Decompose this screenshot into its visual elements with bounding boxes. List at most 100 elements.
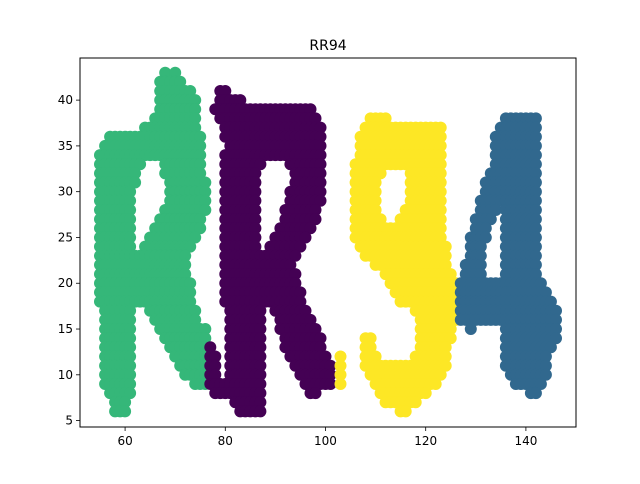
scatter-point	[254, 304, 267, 317]
scatter-point	[204, 341, 217, 354]
y-tick-label: 15	[58, 322, 73, 336]
scatter-point	[529, 149, 542, 162]
scatter-point	[464, 323, 477, 335]
scatter-point	[434, 149, 447, 162]
scatter-point	[249, 231, 262, 244]
scatter-point	[254, 341, 267, 354]
scatter-point	[434, 130, 447, 143]
scatter-point	[314, 167, 327, 180]
scatter-point	[419, 387, 432, 400]
y-tick-label: 25	[58, 230, 73, 244]
scatter-point	[314, 121, 327, 134]
scatter-point	[249, 240, 262, 253]
scatter-point	[314, 130, 327, 143]
scatter-point	[254, 396, 267, 409]
scatter-point	[289, 277, 302, 290]
scatter-point	[249, 222, 262, 235]
scatter-point	[324, 378, 337, 390]
scatter-point	[234, 94, 247, 107]
scatter-point	[444, 268, 457, 281]
scatter-point	[124, 341, 137, 354]
scatter-point	[189, 94, 202, 107]
series-2	[204, 85, 337, 418]
scatter-point	[179, 268, 192, 281]
scatter-point	[529, 204, 542, 216]
scatter-point	[189, 112, 202, 125]
scatter-point	[369, 194, 382, 207]
scatter-point	[254, 368, 267, 381]
scatter-point	[119, 396, 132, 409]
scatter-point	[294, 295, 307, 308]
x-tick-label: 80	[218, 434, 233, 448]
scatter-point	[299, 304, 312, 317]
scatter-point	[379, 112, 392, 125]
scatter-point	[124, 350, 137, 363]
scatter-point	[434, 158, 447, 171]
scatter-point	[444, 323, 457, 335]
scatter-point	[124, 313, 137, 326]
y-tick-label: 40	[58, 93, 73, 107]
scatter-point	[249, 167, 262, 180]
scatter-point	[539, 359, 552, 372]
scatter-point	[529, 387, 542, 400]
chart-title: RR94	[309, 38, 346, 54]
x-tick-label: 60	[117, 434, 132, 448]
scatter-point	[529, 258, 542, 271]
scatter-point	[369, 350, 382, 363]
y-axis: 5 10 15 20 25 30 35 40	[58, 93, 80, 428]
scatter-point	[124, 359, 137, 372]
scatter-point	[249, 176, 262, 189]
scatter-point	[249, 185, 262, 198]
scatter-point	[124, 222, 137, 235]
scatter-point	[254, 313, 267, 326]
scatter-point	[124, 323, 137, 335]
scatter-point	[199, 194, 212, 207]
scatter-point	[534, 378, 547, 390]
scatter-point	[309, 112, 322, 125]
points-layer	[94, 66, 562, 418]
scatter-point	[529, 112, 542, 125]
scatter-point	[294, 240, 307, 253]
scatter-point	[434, 222, 447, 235]
scatter-point	[479, 222, 492, 235]
scatter-point	[529, 222, 542, 235]
scatter-point	[550, 313, 562, 326]
scatter-point	[194, 222, 207, 235]
scatter-point	[189, 313, 202, 326]
scatter-point	[184, 295, 197, 308]
scatter-point	[189, 304, 202, 317]
scatter-point	[129, 167, 142, 180]
scatter-point	[194, 167, 207, 180]
scatter-point	[314, 139, 327, 152]
scatter-point	[184, 286, 197, 299]
scatter-point	[219, 85, 232, 97]
scatter-point	[194, 130, 207, 143]
scatter-point	[124, 332, 137, 345]
scatter-point	[189, 103, 202, 116]
scatter-point	[124, 204, 137, 216]
scatter-point	[474, 240, 487, 253]
scatter-point	[304, 222, 317, 235]
scatter-point	[314, 158, 327, 171]
scatter-point	[294, 286, 307, 299]
scatter-point	[374, 213, 387, 226]
scatter-point	[314, 149, 327, 162]
scatter-point	[254, 158, 267, 171]
scatter-point	[284, 258, 297, 271]
scatter-point	[184, 85, 197, 97]
scatter-point	[324, 368, 337, 381]
scatter-point	[124, 194, 137, 207]
scatter-point	[439, 359, 452, 372]
scatter-point	[159, 66, 172, 79]
scatter-point	[550, 323, 562, 335]
scatter-point	[439, 258, 452, 271]
scatter-point	[434, 121, 447, 134]
scatter-point	[289, 249, 302, 262]
scatter-point	[254, 378, 267, 390]
scatter-point	[314, 194, 327, 207]
scatter-point	[409, 396, 422, 409]
scatter-point	[249, 213, 262, 226]
scatter-point	[249, 194, 262, 207]
scatter-point	[434, 231, 447, 244]
